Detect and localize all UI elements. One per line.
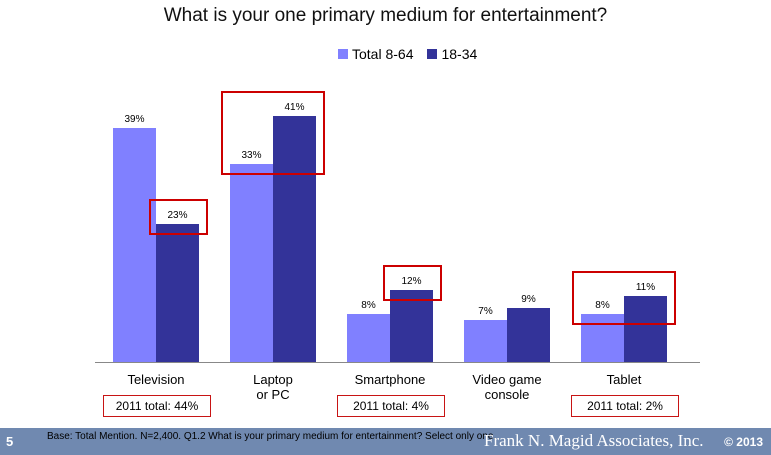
bar-chart: 39% 23% Television 33% 41% Laptop or PC 8% 12% Sm… xyxy=(95,91,700,402)
bar-smartphone-total-8-64 xyxy=(347,314,390,362)
value-label-laptop-or-pc-total-8-64: 33% xyxy=(241,150,261,161)
category-label-smartphone: Smartphone xyxy=(355,372,426,387)
legend-label-total: Total 8-64 xyxy=(352,46,414,62)
base-note: Base: Total Mention. N=2,400. Q1.2 What … xyxy=(47,431,497,442)
legend-item-total: Total 8-64 xyxy=(338,46,413,62)
page-number: 5 xyxy=(6,434,14,449)
highlight-box-television xyxy=(149,199,208,235)
highlight-box-tablet xyxy=(572,271,676,325)
bar-television-total-8-64 xyxy=(113,128,156,362)
total-2011-smartphone: 2011 total: 4% xyxy=(337,395,445,417)
category-label-tablet: Tablet xyxy=(607,372,642,387)
bar-laptop-or-pc-18-34 xyxy=(273,116,316,362)
copyright: © 2013 xyxy=(724,435,763,449)
total-2011-television: 2011 total: 44% xyxy=(103,395,211,417)
value-label-smartphone-total-8-64: 8% xyxy=(361,300,376,311)
value-label-laptop-or-pc-18-34: 41% xyxy=(284,102,304,113)
legend-swatch-18-34 xyxy=(427,49,438,59)
legend-swatch-total xyxy=(338,49,348,59)
slide-footer: 5 Base: Total Mention. N=2,400. Q1.2 Wha… xyxy=(0,428,771,455)
category-label-laptop-or-pc: Laptop or PC xyxy=(253,372,293,402)
bar-television-18-34 xyxy=(156,224,199,362)
bar-video-game-console-total-8-64 xyxy=(464,320,507,362)
category-label-video-game-console: Video game console xyxy=(472,372,541,402)
bar-laptop-or-pc-total-8-64 xyxy=(230,164,273,362)
value-label-smartphone-18-34: 12% xyxy=(401,276,421,287)
legend-item-18-34: 18-34 xyxy=(427,46,477,62)
company-name: Frank N. Magid Associates, Inc. xyxy=(484,431,704,450)
value-label-television-total-8-64: 39% xyxy=(124,114,144,125)
category-label-television: Television xyxy=(127,372,184,387)
highlight-box-laptop-or-pc xyxy=(221,91,325,175)
total-2011-tablet: 2011 total: 2% xyxy=(571,395,679,417)
bar-video-game-console-18-34 xyxy=(507,308,550,362)
highlight-box-smartphone xyxy=(383,265,442,301)
legend-label-18-34: 18-34 xyxy=(441,46,478,62)
value-label-video-game-console-total-8-64: 7% xyxy=(478,306,493,317)
bar-tablet-18-34 xyxy=(624,296,667,362)
bar-tablet-total-8-64 xyxy=(581,314,624,362)
value-label-tablet-total-8-64: 8% xyxy=(595,300,610,311)
chart-title: What is your one primary medium for ente… xyxy=(163,5,608,26)
value-label-tablet-18-34: 11% xyxy=(636,282,655,293)
value-label-television-18-34: 23% xyxy=(167,210,187,221)
value-label-video-game-console-18-34: 9% xyxy=(521,294,536,305)
bar-smartphone-18-34 xyxy=(390,290,433,362)
chart-legend: Total 8-64 18-34 xyxy=(338,46,477,62)
